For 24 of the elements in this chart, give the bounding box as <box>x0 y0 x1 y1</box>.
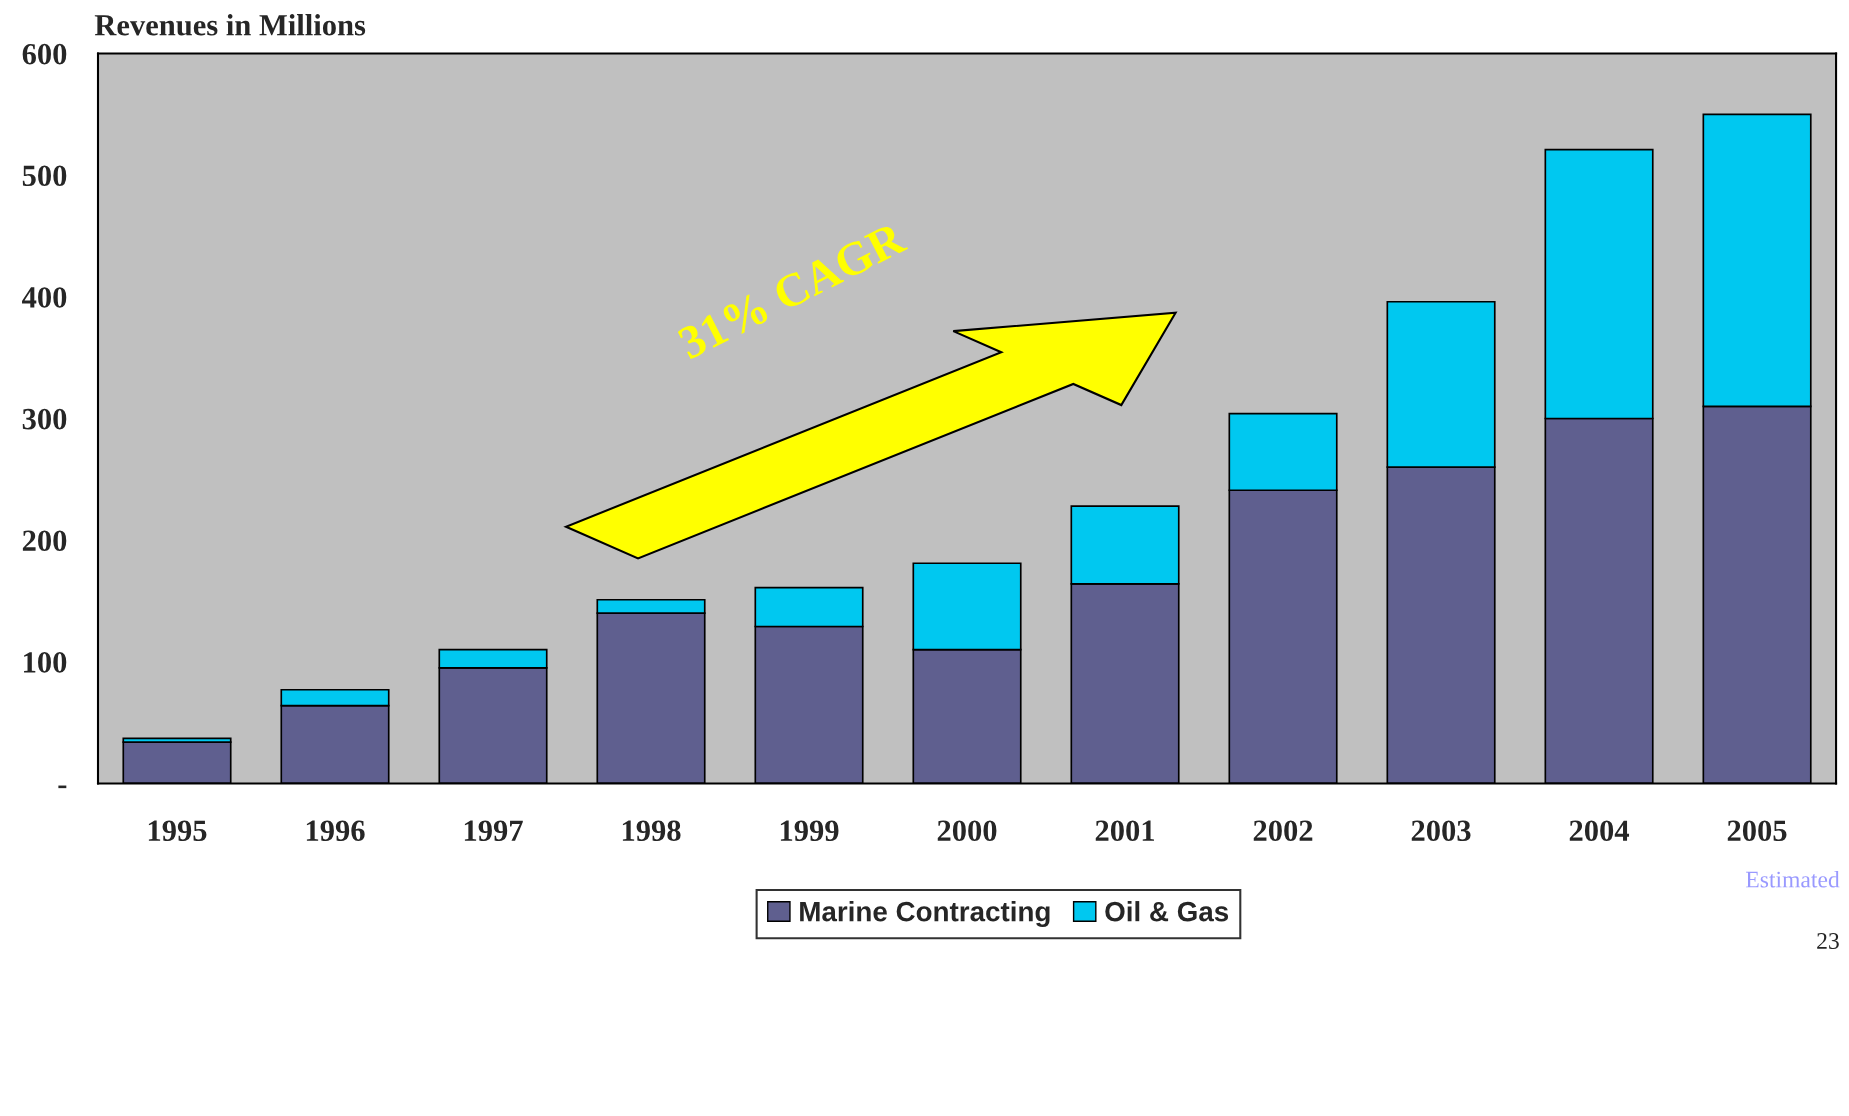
x-tick-label: 1999 <box>780 820 839 842</box>
legend-label: Marine Contracting <box>800 901 1050 928</box>
y-tick-label: - <box>58 785 67 789</box>
x-tick-label: 1995 <box>148 820 207 842</box>
x-tick-label: 1997 <box>464 820 523 842</box>
x-tick-label: 2003 <box>1411 820 1471 842</box>
x-tick-label: 2005 <box>1727 820 1787 842</box>
annotation: 31% CAGR <box>676 220 909 360</box>
y-tick-label: 400 <box>22 287 67 308</box>
y-tick-label: 200 <box>22 530 67 552</box>
text: 23 <box>1817 933 1839 949</box>
legend-label: Oil & Gas <box>1105 901 1229 922</box>
x-tick-label: 2000 <box>937 820 997 842</box>
x-tick-label: 1996 <box>306 820 365 842</box>
y-tick-label: 100 <box>24 652 67 673</box>
x-tick-label: 2004 <box>1569 820 1630 842</box>
x-tick-label: 1998 <box>622 820 681 842</box>
x-tick-label: 2001 <box>1095 820 1155 842</box>
chart-title: Revenues in Millions <box>94 14 366 36</box>
text: Estimated <box>1746 870 1840 888</box>
y-tick-label: 300 <box>22 408 67 430</box>
y-tick-label: 600 <box>22 43 67 65</box>
x-tick-label: 2002 <box>1253 820 1313 842</box>
y-tick-label: 500 <box>22 165 67 187</box>
